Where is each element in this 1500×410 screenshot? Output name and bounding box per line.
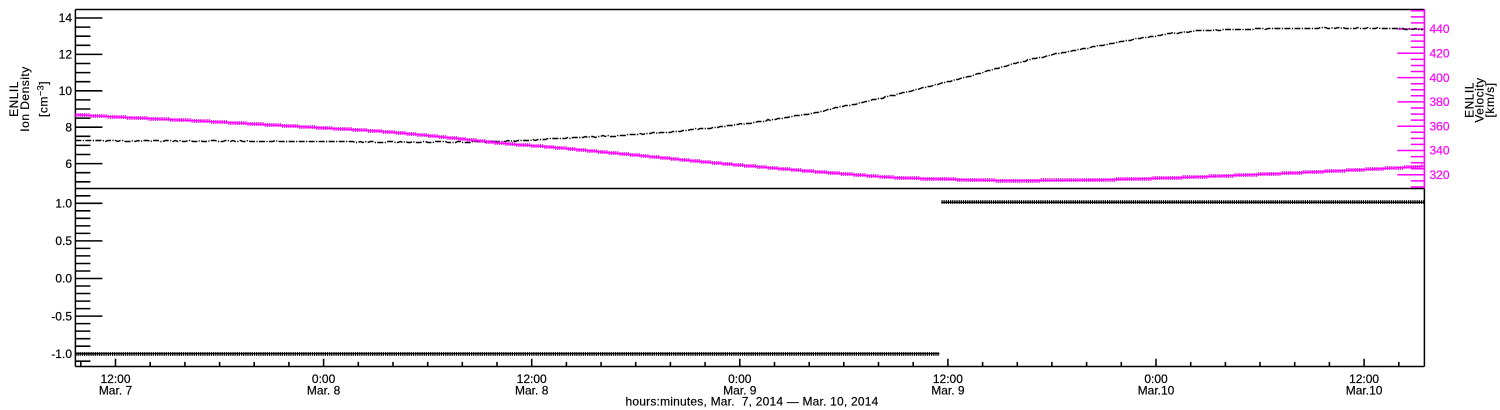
svg-text:420: 420: [1430, 47, 1450, 61]
svg-text:440: 440: [1430, 22, 1450, 36]
svg-text:ENLIL: ENLIL: [1463, 82, 1477, 118]
svg-text:320: 320: [1430, 168, 1450, 182]
svg-text:[km/s]: [km/s]: [1483, 83, 1497, 118]
svg-text:Mar. 7: Mar. 7: [99, 383, 133, 397]
svg-text:-0.5: -0.5: [51, 309, 72, 323]
svg-text:Mar. 9: Mar. 9: [931, 383, 965, 397]
svg-text:340: 340: [1430, 144, 1450, 158]
svg-text:14: 14: [59, 11, 73, 25]
svg-text:Mar.10: Mar.10: [1346, 383, 1383, 397]
svg-text:0:00: 0:00: [312, 372, 336, 386]
svg-text:360: 360: [1430, 119, 1450, 133]
svg-text:-1.0: -1.0: [51, 347, 72, 361]
svg-text:6: 6: [65, 157, 72, 171]
svg-text:0:00: 0:00: [1144, 372, 1168, 386]
svg-text:8: 8: [65, 120, 72, 134]
svg-text:Ion Density: Ion Density: [18, 66, 32, 132]
svg-text:0:00: 0:00: [728, 372, 752, 386]
svg-text:380: 380: [1430, 95, 1450, 109]
svg-text:12: 12: [59, 48, 73, 62]
svg-text:Velocity: Velocity: [1473, 77, 1487, 122]
svg-text:Mar. 9: Mar. 9: [723, 383, 757, 397]
svg-text:0.5: 0.5: [55, 234, 72, 248]
svg-text:hours:minutes, Mar. 7, 2014 —: hours:minutes, Mar. 7, 2014 — Mar. 10, 2…: [626, 395, 879, 409]
svg-text:12:00: 12:00: [100, 372, 130, 386]
svg-text:12:00: 12:00: [933, 372, 963, 386]
svg-text:ENLIL: ENLIL: [7, 81, 21, 117]
svg-text:Mar. 8: Mar. 8: [515, 383, 549, 397]
svg-text:10: 10: [59, 84, 73, 98]
svg-text:Mar. 8: Mar. 8: [307, 383, 341, 397]
svg-text:400: 400: [1430, 71, 1450, 85]
svg-text:0.0: 0.0: [55, 272, 72, 286]
svg-text:Mar.10: Mar.10: [1138, 383, 1175, 397]
svg-text:1.0: 1.0: [55, 197, 72, 211]
svg-text:12:00: 12:00: [1349, 372, 1379, 386]
svg-text:12:00: 12:00: [517, 372, 547, 386]
